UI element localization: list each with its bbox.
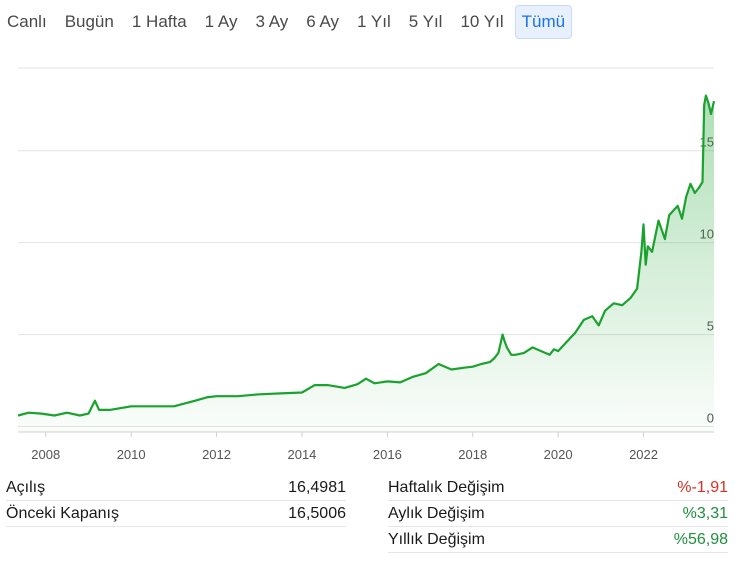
- stat-row-acilis: Açılış 16,4981: [6, 476, 346, 501]
- tab-canli[interactable]: Canlı: [7, 12, 47, 31]
- stat-value-haftalik: %-1,91: [677, 479, 728, 496]
- stat-row-haftalik: Haftalık Değişim %-1,91: [388, 476, 728, 501]
- x-tick-label-2016: 2016: [373, 447, 402, 462]
- x-tick-label-2014: 2014: [287, 447, 316, 462]
- x-tick-label-2020: 2020: [544, 447, 573, 462]
- stat-value-onceki-kapanis: 16,5006: [288, 505, 346, 522]
- x-tick-label-2012: 2012: [202, 447, 231, 462]
- tab-1-hafta[interactable]: 1 Hafta: [131, 12, 187, 31]
- x-tick-label-2008: 2008: [31, 447, 60, 462]
- tab-1-ay[interactable]: 1 Ay: [204, 12, 238, 31]
- stats-left-panel: Açılış 16,4981 Önceki Kapanış 16,5006: [6, 476, 346, 528]
- x-tick-label-2022: 2022: [629, 447, 658, 462]
- stat-row-onceki-kapanis: Önceki Kapanış 16,5006: [6, 502, 346, 527]
- stat-label-aylik: Aylık Değişim: [388, 505, 485, 522]
- stat-label-haftalik: Haftalık Değişim: [388, 479, 505, 496]
- range-tab-bar: Canlı Bugün 1 Hafta 1 Ay 3 Ay 6 Ay 1 Yıl…: [0, 5, 576, 39]
- x-tick-label-2018: 2018: [458, 447, 487, 462]
- stat-row-aylik: Aylık Değişim %3,31: [388, 502, 728, 527]
- x-axis-ticks: 2008 2010 2012 2014 2016 2018 2020 2022: [31, 432, 658, 462]
- x-tick-label-2010: 2010: [117, 447, 146, 462]
- tab-10-yil[interactable]: 10 Yıl: [460, 12, 504, 31]
- price-series-line: [17, 94, 716, 417]
- stat-label-acilis: Açılış: [6, 479, 46, 496]
- stat-label-yillik: Yıllık Değişim: [388, 531, 485, 548]
- tab-6-ay[interactable]: 6 Ay: [306, 12, 340, 31]
- tab-1-yil[interactable]: 1 Yıl: [357, 12, 391, 31]
- tab-3-ay[interactable]: 3 Ay: [255, 12, 289, 31]
- tab-bugun[interactable]: Bugün: [64, 12, 114, 31]
- stat-value-aylik: %3,31: [682, 505, 728, 522]
- stat-value-acilis: 16,4981: [288, 479, 346, 496]
- stats-right-panel: Haftalık Değişim %-1,91 Aylık Değişim %3…: [388, 476, 728, 554]
- stat-row-yillik: Yıllık Değişim %56,98: [388, 528, 728, 553]
- tab-5-yil[interactable]: 5 Yıl: [408, 12, 443, 31]
- stat-value-yillik: %56,98: [673, 531, 728, 548]
- tab-tumu[interactable]: Tümü: [514, 5, 573, 39]
- stat-label-onceki-kapanis: Önceki Kapanış: [6, 505, 119, 522]
- price-area-fill: [18, 95, 714, 432]
